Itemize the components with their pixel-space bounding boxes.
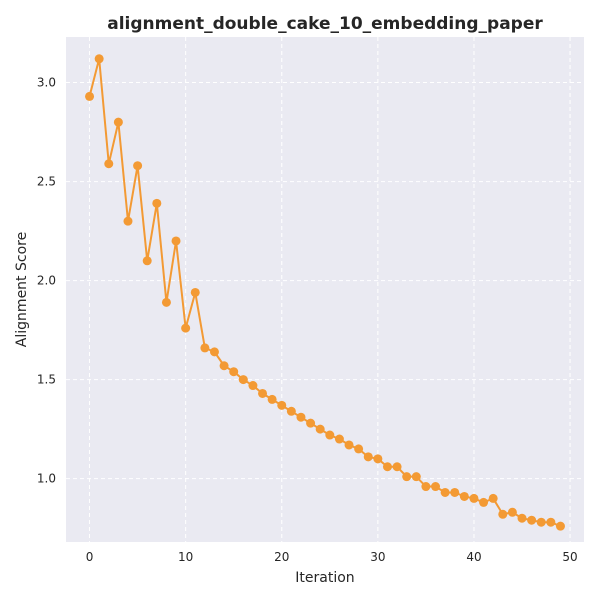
data-point [133,161,143,171]
data-point [363,452,373,462]
data-point [411,472,421,482]
data-point [171,236,181,246]
y-axis-label: Alignment Score [14,232,30,347]
chart-title: alignment_double_cake_10_embedding_paper [107,14,543,34]
data-point [267,394,277,404]
y-tick-label: 3.0 [37,76,56,90]
data-point [488,493,498,503]
data-point [104,159,114,169]
data-point [296,412,306,422]
data-point [229,367,239,377]
y-tick-label: 1.0 [37,472,56,486]
data-point [200,343,210,353]
y-tick-label: 2.0 [37,274,56,288]
data-point [546,517,556,527]
x-axis-label: Iteration [295,570,354,586]
data-point [507,507,517,517]
data-point [450,487,460,497]
data-point [325,430,335,440]
data-point [459,491,469,501]
data-point [344,440,354,450]
data-point [123,216,133,226]
data-point [440,487,450,497]
data-point [536,517,546,527]
data-point [354,444,364,454]
data-point [315,424,325,434]
x-tick-label: 50 [562,550,577,564]
x-tick-label: 20 [274,550,289,564]
grid [66,37,584,542]
data-point [555,521,565,531]
data-point [517,513,527,523]
plot-area [66,37,584,542]
data-point [248,381,258,391]
data-point [469,493,479,503]
data-point [113,117,123,127]
data-point [382,462,392,472]
data-point [306,418,316,428]
data-point [181,323,191,333]
data-point [219,361,229,371]
x-tick-label: 0 [86,550,94,564]
data-point [373,454,383,464]
y-tick-label: 2.5 [37,175,56,189]
data-point [190,287,200,297]
data-point [258,388,268,398]
tick-labels: 0 10 20 30 40 50 1.0 1.5 2.0 2.5 3.0 [37,76,578,564]
data-point [238,375,248,385]
data-point [392,462,402,472]
data-point [85,91,95,101]
data-point [161,297,171,307]
data-point [527,515,537,525]
data-point [286,406,296,416]
data-point [431,482,441,492]
data-point [479,497,489,507]
data-point [402,472,412,482]
data-point [209,347,219,357]
series-layer [85,54,565,531]
data-point [334,434,344,444]
data-point [421,482,431,492]
y-tick-label: 1.5 [37,373,56,387]
data-point [152,198,162,208]
data-point [142,256,152,266]
x-tick-label: 40 [466,550,481,564]
data-point [94,54,104,64]
x-tick-label: 30 [370,550,385,564]
data-point [277,400,287,410]
data-point [498,509,508,519]
x-tick-label: 10 [178,550,193,564]
